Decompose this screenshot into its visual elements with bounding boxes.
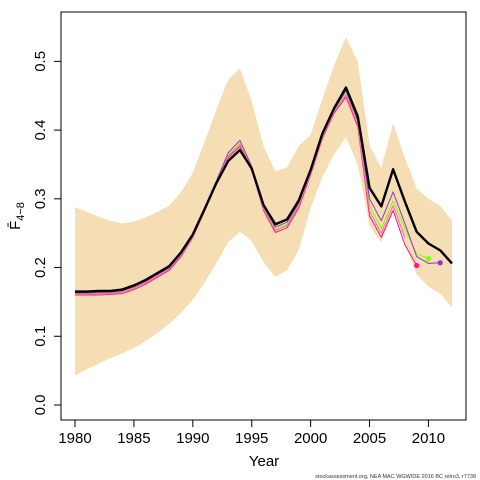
series-line-4 — [75, 94, 406, 295]
x-tick-label-1995: 1995 — [235, 430, 268, 447]
svg-text:F̄4−8: F̄4−8 — [7, 202, 27, 230]
y-axis-title-main: F̄ — [7, 221, 24, 230]
x-tick-label-2000: 2000 — [294, 430, 327, 447]
x-tick-label-2005: 2005 — [353, 430, 386, 447]
y-tick-label-0: 0.0 — [32, 395, 49, 416]
y-axis: 0.0 0.1 0.2 0.3 0.4 0.5 — [32, 51, 61, 415]
x-tick-label-1980: 1980 — [58, 430, 91, 447]
footnote: stockassessment.org, NEA MAC WGWIDE 2016… — [315, 474, 476, 480]
y-tick-label-5: 0.5 — [32, 51, 49, 72]
series-line-0 — [75, 86, 453, 293]
x-tick-label-2010: 2010 — [412, 430, 445, 447]
plot-frame — [60, 11, 467, 421]
y-axis-title-subscript: 4−8 — [15, 202, 27, 221]
y-tick-label-2: 0.2 — [32, 257, 49, 278]
x-axis: 1980 1985 1990 1995 2000 2005 2010 — [58, 420, 445, 447]
series-end-point-2 — [425, 256, 432, 262]
y-tick-label-1: 0.1 — [32, 326, 49, 347]
y-tick-label-4: 0.4 — [32, 120, 49, 141]
x-tick-label-1990: 1990 — [176, 430, 209, 447]
y-axis-title: F̄4−8 — [7, 202, 27, 230]
series-end-point-3 — [437, 260, 443, 266]
series-layer — [75, 86, 453, 296]
x-axis-title: Year — [249, 453, 279, 470]
series-end-point-1 — [414, 262, 420, 269]
x-tick-label-1985: 1985 — [117, 430, 150, 447]
y-tick-label-3: 0.3 — [32, 188, 49, 209]
